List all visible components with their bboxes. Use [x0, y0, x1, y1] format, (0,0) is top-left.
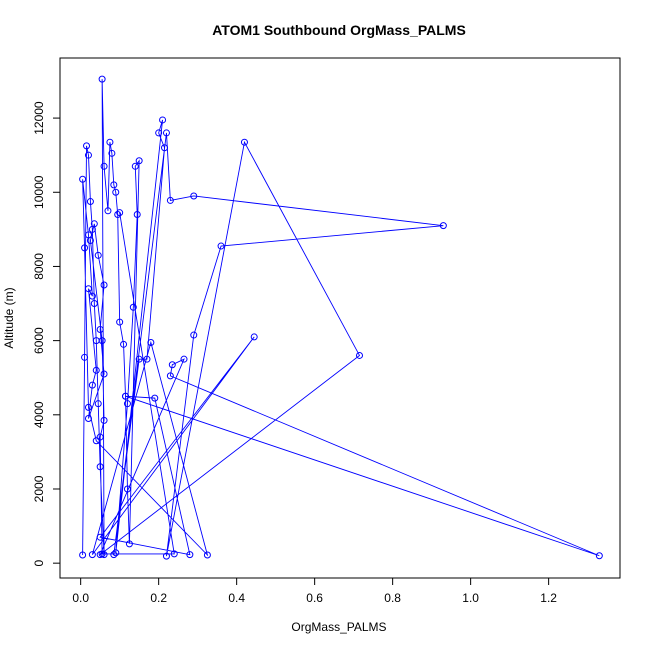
data-point	[439, 222, 447, 230]
data-point	[110, 181, 118, 189]
data-point	[94, 400, 102, 408]
data-point	[151, 394, 159, 402]
data-point	[114, 211, 122, 219]
x-tick-label: 0.0	[72, 591, 89, 605]
data-point	[180, 355, 188, 363]
data-point	[166, 372, 174, 380]
y-tick-label: 4000	[32, 401, 46, 428]
data-point	[123, 485, 131, 493]
data-point	[143, 355, 151, 363]
data-point	[100, 281, 108, 289]
data-point	[110, 551, 118, 559]
x-tick-label: 0.8	[384, 591, 401, 605]
y-tick-label: 10000	[32, 175, 46, 209]
data-point	[84, 285, 92, 293]
data-point	[131, 162, 139, 170]
data-point	[106, 138, 114, 146]
data-point	[86, 236, 94, 244]
y-tick-label: 8000	[32, 253, 46, 280]
x-tick-label: 0.2	[150, 591, 167, 605]
y-tick-label: 12000	[32, 101, 46, 135]
data-point	[98, 75, 106, 83]
data-point	[355, 351, 363, 359]
data-point	[84, 151, 92, 159]
x-tick-label: 1.2	[540, 591, 557, 605]
data-point	[147, 338, 155, 346]
data-point	[159, 116, 167, 124]
y-tick-label: 0	[32, 560, 46, 567]
data-point	[120, 340, 128, 348]
data-point	[122, 392, 130, 400]
data-point	[88, 292, 96, 300]
data-point	[100, 416, 108, 424]
data-point	[595, 552, 603, 560]
data-point	[123, 400, 131, 408]
data-point	[116, 318, 124, 326]
data-point	[100, 370, 108, 378]
data-point	[168, 361, 176, 369]
data-point	[96, 463, 104, 471]
data-point	[81, 244, 89, 252]
data-point	[84, 415, 92, 423]
y-tick-label: 2000	[32, 475, 46, 502]
plot-frame	[59, 57, 621, 579]
data-line	[82, 79, 600, 557]
data-point	[81, 353, 89, 361]
data-point	[190, 331, 198, 339]
data-point	[90, 220, 98, 228]
data-point	[92, 437, 100, 445]
data-point	[250, 333, 258, 341]
data-point	[98, 337, 106, 345]
data-point	[240, 138, 248, 146]
data-point	[135, 157, 143, 165]
data-point	[190, 192, 198, 200]
data-point	[79, 551, 87, 559]
data-point	[129, 303, 137, 311]
chart-title: ATOM1 Southbound OrgMass_PALMS	[212, 22, 466, 38]
data-point	[96, 433, 104, 441]
data-point	[98, 550, 106, 558]
data-point	[112, 188, 120, 196]
x-tick-label: 0.6	[306, 591, 323, 605]
data-point	[96, 325, 104, 333]
data-point	[88, 381, 96, 389]
data-point	[79, 175, 87, 183]
data-point	[166, 196, 174, 204]
x-tick-label: 0.4	[228, 591, 245, 605]
data-point	[83, 142, 91, 150]
data-point	[135, 355, 143, 363]
data-point	[170, 550, 178, 558]
data-point	[186, 551, 194, 559]
data-point	[92, 366, 100, 374]
data-point	[94, 251, 102, 259]
data-point	[133, 211, 141, 219]
data-point	[155, 129, 163, 137]
data-point	[162, 129, 170, 137]
data-point	[84, 403, 92, 411]
data-point	[162, 552, 170, 560]
y-tick-label: 6000	[32, 327, 46, 354]
data-point	[100, 162, 108, 170]
y-axis-label: Altitude (m)	[2, 287, 16, 348]
x-axis-label: OrgMass_PALMS	[291, 620, 386, 634]
data-point	[116, 209, 124, 217]
data-point	[108, 149, 116, 157]
x-tick-label: 1.0	[462, 591, 479, 605]
data-point	[217, 242, 225, 250]
data-point	[125, 540, 133, 548]
data-point	[96, 533, 104, 541]
data-point	[112, 549, 120, 557]
data-point	[161, 144, 169, 152]
data-point	[88, 551, 96, 559]
data-point	[203, 551, 211, 559]
data-point	[104, 207, 112, 215]
data-point	[90, 300, 98, 308]
data-point	[86, 198, 94, 206]
